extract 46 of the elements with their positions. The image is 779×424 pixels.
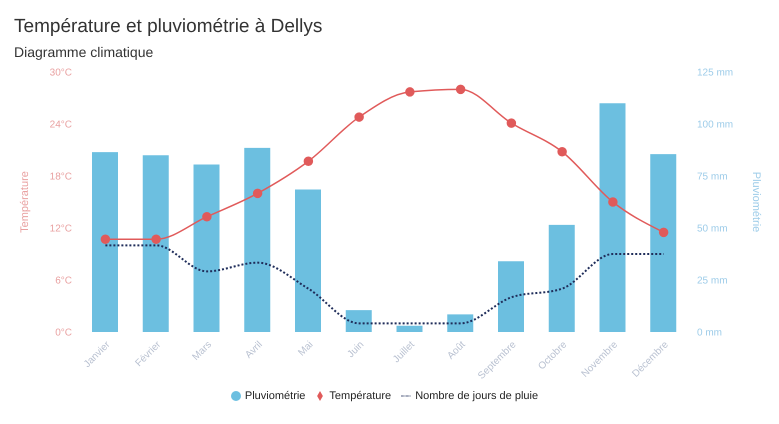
- chart-title: Température et pluviométrie à Dellys: [13, 15, 324, 38]
- point: [608, 197, 618, 207]
- y2-tick-label: 0 mm: [697, 328, 722, 339]
- bar: [548, 224, 575, 332]
- point: [557, 146, 567, 156]
- y2-tick-label: 50 mm: [697, 224, 728, 235]
- y-tick-label: 24°C: [50, 120, 72, 131]
- point: [304, 156, 314, 166]
- legend-label: Pluviométrie: [244, 390, 306, 402]
- line-series: [104, 244, 665, 324]
- x-tick-label: Juin: [346, 339, 366, 360]
- point: [658, 228, 668, 238]
- y-tick-label: 30°C: [50, 68, 72, 79]
- y2-axis-title: Pluviométrie: [750, 172, 762, 232]
- bar: [244, 148, 270, 332]
- bar: [396, 326, 422, 332]
- y-tick-label: 6°C: [55, 276, 72, 287]
- point: [202, 212, 212, 222]
- legend-label: Température: [329, 390, 392, 402]
- point: [405, 87, 415, 97]
- point: [252, 188, 262, 198]
- y-tick-label: 0°C: [55, 328, 72, 339]
- chart-subtitle: Diagramme climatique: [13, 43, 154, 60]
- y-axis-title: Température: [18, 171, 31, 233]
- point: [456, 84, 466, 94]
- bar: [92, 152, 118, 332]
- bar: [650, 154, 676, 332]
- y2-tick-label: 125 mm: [697, 68, 734, 79]
- point: [506, 118, 516, 128]
- y2-tick-label: 100 mm: [697, 120, 734, 131]
- y2-tick-label: 75 mm: [697, 172, 728, 183]
- bar: [142, 155, 169, 332]
- bar: [498, 261, 524, 332]
- point: [100, 234, 110, 244]
- legend-label: Nombre de jours de pluie: [415, 390, 538, 402]
- bar: [346, 310, 372, 332]
- y-tick-label: 18°C: [50, 172, 72, 183]
- point: [354, 112, 364, 122]
- x-tick-label: Mai: [296, 339, 316, 359]
- point: [151, 234, 161, 244]
- y2-tick-label: 25 mm: [697, 276, 728, 287]
- bar: [447, 314, 474, 332]
- bar: [194, 164, 220, 332]
- y-tick-label: 12°C: [50, 224, 72, 235]
- bar: [600, 103, 626, 332]
- bar: [295, 190, 321, 332]
